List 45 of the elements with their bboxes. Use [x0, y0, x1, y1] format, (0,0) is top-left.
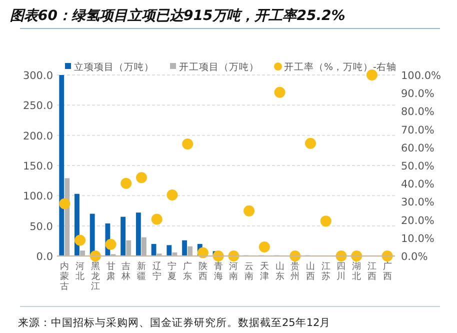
- x-tick-label: 辽宁: [152, 261, 162, 282]
- x-tick-label: 山东: [275, 261, 284, 282]
- source-note: 来源：中国招标与采购网、国金证券研究所。数据截至25年12月: [18, 316, 331, 329]
- y2-tick-label: 0.0%: [401, 251, 428, 263]
- x-tick-label: 贵州: [290, 261, 300, 282]
- x-tick-label: 河北: [76, 261, 85, 282]
- y-tick-label: 0.0: [36, 251, 53, 263]
- x-tick-label: 山西: [306, 261, 315, 282]
- x-tick-label: 甘肃: [106, 261, 116, 282]
- y2-tick-label: 60.0%: [401, 142, 434, 154]
- x-tick-label: 湖北: [352, 261, 362, 282]
- y2-tick-label: 20.0%: [401, 214, 434, 227]
- y2-tick-label: 10.0%: [401, 232, 434, 245]
- x-tick-label: 宁夏: [168, 261, 177, 282]
- y2-tick-label: 30.0%: [401, 196, 434, 209]
- x-tick-label: 广西: [382, 261, 392, 282]
- x-tick-label: 江西: [367, 261, 376, 282]
- legend-label: 开工率（%，万吨）-右轴: [284, 61, 396, 73]
- y2-tick-label: 100.0%: [401, 70, 442, 82]
- x-tick-label: 云南: [244, 262, 254, 282]
- y2-tick-label: 70.0%: [401, 124, 434, 136]
- y-tick-label: 200.0: [22, 130, 53, 142]
- x-tick-label: 河南: [229, 261, 238, 282]
- legend-label: 立项项目（万吨）: [74, 61, 154, 73]
- x-tick-label: 内蒙古: [60, 261, 70, 292]
- y2-tick-label: 90.0%: [401, 88, 434, 100]
- y-tick-label: 150.0: [22, 160, 53, 172]
- y2-tick-label: 80.0%: [401, 106, 434, 118]
- x-tick-label: 江苏: [321, 261, 330, 282]
- x-tick-label: 四川: [336, 262, 346, 282]
- x-tick-label: 陕西: [198, 261, 208, 282]
- x-tick-label: 黑龙江: [90, 261, 100, 292]
- x-tick-label: 吉林: [120, 261, 131, 282]
- legend-label: 开工项目（万吨）: [179, 61, 259, 73]
- y-tick-label: 100.0: [22, 190, 53, 203]
- x-tick-label: 新疆: [137, 261, 146, 282]
- y-tick-label: 50.0: [30, 220, 53, 233]
- y-tick-label: 300.0: [22, 70, 53, 82]
- y2-tick-label: 50.0%: [401, 160, 434, 172]
- x-tick-label: 青海: [214, 261, 223, 282]
- y2-tick-label: 40.0%: [401, 178, 434, 191]
- chart-title: 图表60：绿氢项目立项已达915万吨，开工率25.2%: [10, 7, 346, 24]
- y-tick-label: 250.0: [22, 100, 53, 112]
- x-tick-label: 天津: [260, 261, 269, 282]
- x-tick-label: 广东: [183, 261, 192, 282]
